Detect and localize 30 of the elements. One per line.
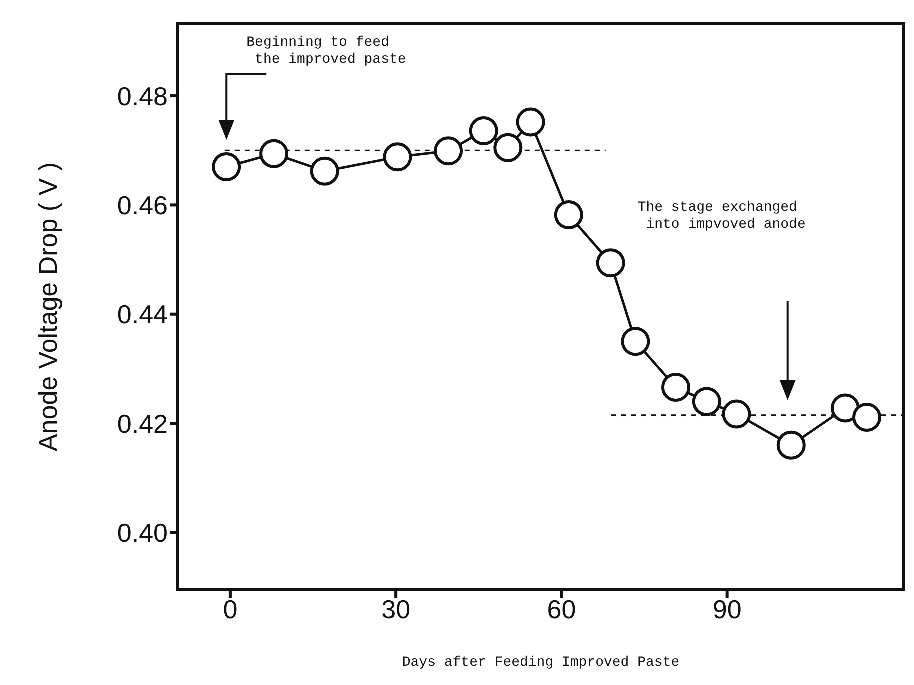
y-tick-label: 0.40 (117, 518, 168, 548)
x-tick-label: 60 (547, 594, 576, 624)
annotation: Beginning to feed the improved paste (246, 35, 406, 68)
y-tick-label: 0.48 (117, 81, 168, 112)
point (516, 108, 546, 137)
x-tick-label: 30 (382, 594, 411, 624)
point (383, 142, 412, 172)
point (212, 152, 242, 182)
point (661, 373, 690, 402)
y-tick-label: 0.42 (117, 408, 168, 439)
point (776, 430, 806, 460)
point (434, 136, 464, 166)
point (469, 116, 498, 146)
x-axis-title: Days after Feeding Improved Paste (402, 655, 680, 671)
y-axis-title: Anode Voltage Drop ( V ) (33, 162, 64, 452)
point (596, 248, 626, 278)
x-tick-label: 90 (712, 594, 742, 624)
point (692, 387, 722, 416)
point (830, 394, 860, 423)
y-tick-label: 0.46 (117, 190, 168, 220)
annotation: The stage exchanged into impvoved anode (638, 200, 806, 233)
point (722, 400, 752, 429)
point (852, 403, 882, 432)
point (310, 156, 340, 186)
point (621, 327, 650, 356)
point (554, 200, 584, 230)
point (260, 139, 289, 168)
point (494, 133, 523, 162)
x-tick-label: 0 (223, 594, 238, 624)
y-tick-label: 0.44 (117, 300, 168, 330)
